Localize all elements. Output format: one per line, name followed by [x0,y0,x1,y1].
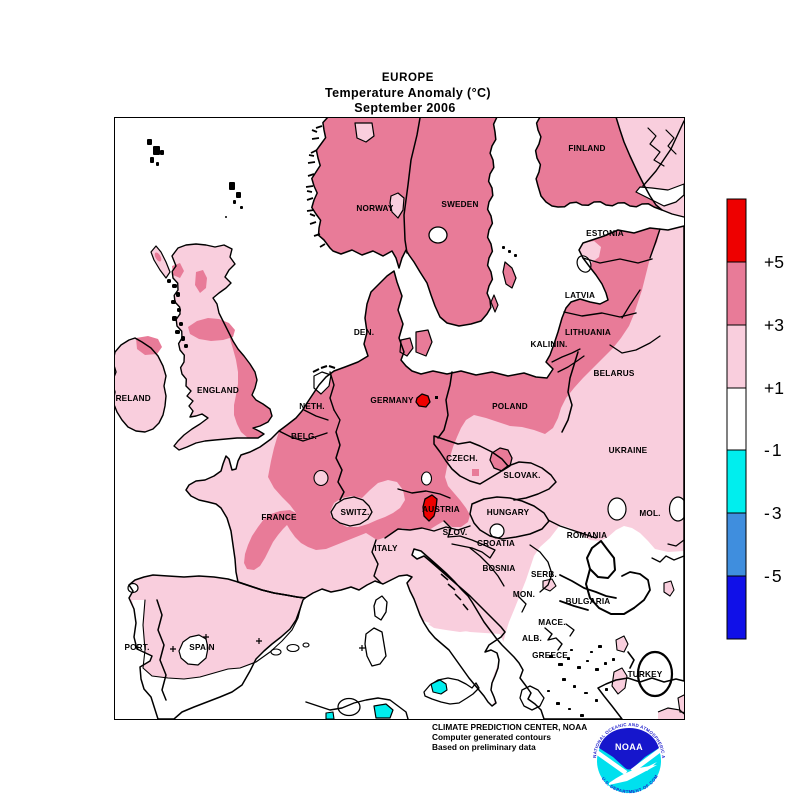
svg-text:FINLAND: FINLAND [568,144,605,153]
svg-text:Temperature Anomaly (°C): Temperature Anomaly (°C) [325,86,491,100]
svg-text:UKRAINE: UKRAINE [609,446,648,455]
svg-text:GERMANY: GERMANY [370,396,414,405]
svg-text:ENGLAND: ENGLAND [197,386,239,395]
svg-text:MACE.: MACE. [538,618,565,627]
svg-text:BELG.: BELG. [291,432,317,441]
svg-text:GREECE: GREECE [532,651,568,660]
svg-text:AUSTRIA: AUSTRIA [422,505,460,514]
svg-text:+5: +5 [764,252,784,272]
svg-text:FRANCE: FRANCE [261,513,297,522]
svg-text:IRELAND: IRELAND [113,394,151,403]
svg-text:Computer generated contours: Computer generated contours [432,732,551,742]
svg-text:BELARUS: BELARUS [594,369,635,378]
svg-text:LITHUANIA: LITHUANIA [565,328,611,337]
svg-text:-5: -5 [764,566,784,586]
svg-text:BOSNIA: BOSNIA [482,564,515,573]
svg-text:LATVIA: LATVIA [565,291,595,300]
svg-text:MOL.: MOL. [639,509,660,518]
svg-text:ITALY: ITALY [374,544,398,553]
svg-text:HUNGARY: HUNGARY [487,508,530,517]
svg-text:DEN.: DEN. [354,328,374,337]
svg-text:SWITZ.: SWITZ. [341,508,370,517]
svg-text:NORWAY: NORWAY [356,204,393,213]
svg-text:EUROPE: EUROPE [382,72,434,84]
svg-text:Based on preliminary data: Based on preliminary data [432,742,536,752]
svg-text:+3: +3 [764,315,784,335]
svg-text:-3: -3 [764,503,784,523]
svg-text:CROATIA: CROATIA [477,539,515,548]
svg-text:SPAIN: SPAIN [189,643,214,652]
svg-text:POLAND: POLAND [492,402,528,411]
svg-text:+1: +1 [764,378,784,398]
svg-text:ESTONIA: ESTONIA [586,229,624,238]
svg-text:SWEDEN: SWEDEN [441,200,478,209]
svg-text:CZECH.: CZECH. [446,454,478,463]
svg-text:September 2006: September 2006 [354,101,456,115]
svg-text:SLOV.: SLOV. [443,528,468,537]
svg-text:BULGARIA: BULGARIA [566,597,611,606]
svg-text:SERB.: SERB. [531,570,557,579]
svg-text:-1: -1 [764,440,784,460]
svg-text:PORT.: PORT. [124,643,149,652]
svg-text:SLOVAK.: SLOVAK. [503,471,540,480]
svg-text:KALININ.: KALININ. [530,340,567,349]
svg-text:ROMANIA: ROMANIA [567,531,608,540]
svg-text:CLIMATE PREDICTION CENTER, NOA: CLIMATE PREDICTION CENTER, NOAA [432,722,587,732]
svg-text:MON.: MON. [513,590,535,599]
svg-text:NETH.: NETH. [299,402,325,411]
svg-text:TURKEY: TURKEY [628,670,663,679]
svg-text:ALB.: ALB. [522,634,542,643]
svg-text:NOAA: NOAA [615,742,643,752]
